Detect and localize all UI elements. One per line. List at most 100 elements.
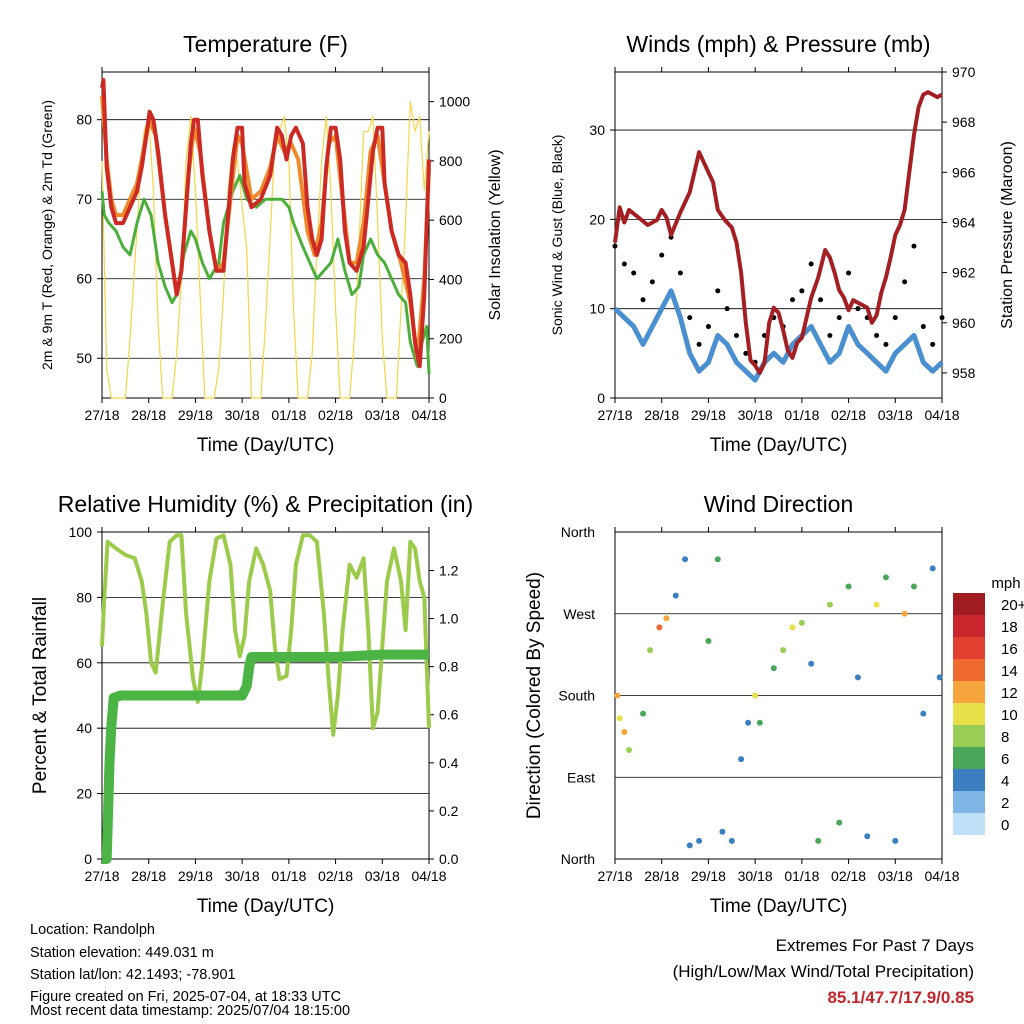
gust-point	[920, 324, 926, 330]
y2-tick-label: 968	[952, 114, 976, 130]
wind-direction-point	[873, 601, 880, 608]
x-tick-label: 29/18	[178, 407, 213, 423]
wind-direction-point	[745, 719, 752, 726]
colorbar-label: 14	[1001, 663, 1018, 680]
location-text: Location: Randolph	[30, 922, 155, 938]
y-axis-label: 2m & 9m T (Red, Orange) & 2m Td (Green)	[39, 100, 55, 370]
wind-direction-point	[728, 837, 735, 844]
chart-title: Relative Humidity (%) & Precipitation (i…	[58, 491, 473, 517]
y-tick-label: 0	[84, 851, 92, 867]
wind-direction-point	[826, 601, 833, 608]
y-tick-label: 20	[76, 786, 92, 802]
y-tick-label: 50	[76, 350, 92, 366]
y2-tick-label: 200	[439, 331, 463, 347]
colorbar-label: 4	[1001, 773, 1009, 790]
y-tick-label: 0	[597, 390, 605, 406]
x-axis-label: Time (Day/UTC)	[710, 435, 848, 456]
y2-tick-label: 1.2	[439, 562, 459, 578]
colorbar-swatch	[953, 615, 985, 637]
y-tick-label: 40	[76, 720, 92, 736]
y-tick-label: 20	[589, 211, 605, 227]
wind-direction-point	[936, 674, 943, 681]
x-axis-label: Time (Day/UTC)	[197, 435, 335, 456]
plot-border	[614, 71, 943, 399]
y2-tick-label: 400	[439, 271, 463, 287]
extremes-subtitle: (High/Low/Max Wind/Total Precipitation)	[672, 962, 974, 981]
humidity-line	[100, 533, 431, 737]
gust-point	[818, 297, 824, 303]
wind-direction-point	[882, 574, 889, 581]
gust-point	[659, 252, 665, 258]
y2-axis-label: Station Pressure (Maroon)	[999, 141, 1016, 329]
wind-direction-point	[616, 715, 623, 722]
wind-direction-point	[647, 647, 654, 654]
x-tick-label: 01/18	[271, 868, 306, 884]
wind-direction-point	[663, 615, 670, 622]
y-axis-label: Direction (Colored By Speed)	[524, 572, 545, 819]
gust-point	[790, 297, 796, 303]
wind-direction-point	[752, 692, 759, 699]
gust-point	[846, 270, 852, 276]
y-tick-label: West	[563, 606, 595, 622]
colorbar-swatch	[953, 593, 985, 615]
gust-point	[799, 288, 805, 294]
gust-point	[911, 243, 917, 249]
wind-direction-point	[920, 710, 927, 717]
wind-direction-point	[836, 819, 843, 826]
wind-direction-point	[640, 710, 647, 717]
wind-direction-point	[738, 756, 745, 763]
temperature-panel: Temperature (F) 27/18 28/18 29/18 30/18 01/18…	[39, 31, 504, 456]
wind-direction-point	[910, 583, 917, 590]
gust-point	[677, 270, 683, 276]
x-tick-label: 03/18	[365, 407, 400, 423]
y2-tick-label: 800	[439, 153, 463, 169]
chart-title: Wind Direction	[704, 491, 854, 517]
y-tick-label: 60	[76, 271, 92, 287]
gust-point	[640, 297, 646, 303]
y-tick-label: 100	[69, 524, 93, 540]
gust-point	[874, 332, 880, 338]
wind-direction-panel: Wind Direction 27/18 28/18 29/18 30/18 01/18 0…	[524, 491, 1024, 917]
wind-direction-point	[808, 660, 815, 667]
colorbar-label: 12	[1001, 685, 1018, 702]
y2-tick-label: 0.8	[439, 659, 459, 675]
chart-title: Temperature (F)	[183, 31, 348, 57]
wind-direction-point	[705, 638, 712, 644]
gust-point	[836, 315, 842, 321]
colorbar-label: 8	[1001, 729, 1009, 746]
y2-tick-label: 0.0	[439, 851, 459, 867]
pressure-line	[613, 90, 943, 375]
y-axis-label: Percent & Total Rainfall	[30, 597, 51, 794]
gust-point	[855, 306, 861, 312]
y2-tick-label: 966	[952, 164, 976, 180]
y2-tick-label: 962	[952, 265, 976, 281]
x-tick-label: 30/18	[738, 407, 773, 423]
wind-direction-point	[672, 592, 679, 599]
y-tick-label: 60	[76, 655, 92, 671]
y2-tick-label: 960	[952, 315, 976, 331]
colorbar-swatch	[953, 791, 985, 813]
colorbar-label: 16	[1001, 641, 1018, 658]
y-tick-label: East	[567, 769, 595, 785]
colorbar-title: mph	[991, 575, 1020, 592]
y2-tick-label: 1.0	[439, 611, 459, 627]
x-tick-label: 02/18	[318, 868, 353, 884]
y-tick-label: 80	[76, 589, 92, 605]
x-tick-label: 02/18	[318, 407, 353, 423]
elevation-text: Station elevation: 449.031 m	[30, 945, 214, 961]
wind-direction-point	[656, 624, 663, 631]
x-tick-label: 01/18	[784, 407, 819, 423]
y-tick-label: North	[561, 851, 595, 867]
wind-direction-point	[614, 692, 621, 699]
wind-direction-point	[770, 665, 777, 672]
colorbar-swatch	[953, 659, 985, 681]
colorbar-label: 20+	[1001, 597, 1024, 614]
gust-point	[883, 341, 889, 347]
gust-point	[827, 332, 833, 338]
precip-line	[101, 649, 429, 864]
wind-direction-point	[780, 647, 787, 654]
colorbar-swatch	[953, 769, 985, 791]
colorbar-swatch	[953, 703, 985, 725]
y-tick-label: North	[561, 524, 595, 540]
colorbar-swatch	[953, 813, 985, 835]
